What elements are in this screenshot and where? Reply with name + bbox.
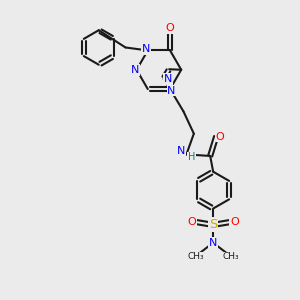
Text: H: H xyxy=(188,152,195,162)
Text: N: N xyxy=(164,74,172,84)
Text: N: N xyxy=(167,85,176,95)
Text: CH₃: CH₃ xyxy=(223,253,239,262)
Text: O: O xyxy=(230,217,239,227)
Text: CH₃: CH₃ xyxy=(187,253,204,262)
Text: O: O xyxy=(166,23,174,33)
Text: N: N xyxy=(131,65,139,75)
Text: S: S xyxy=(209,218,217,231)
Text: N: N xyxy=(142,44,151,54)
Text: O: O xyxy=(188,217,196,227)
Text: O: O xyxy=(215,132,224,142)
Text: N: N xyxy=(177,146,185,156)
Text: N: N xyxy=(209,238,217,248)
